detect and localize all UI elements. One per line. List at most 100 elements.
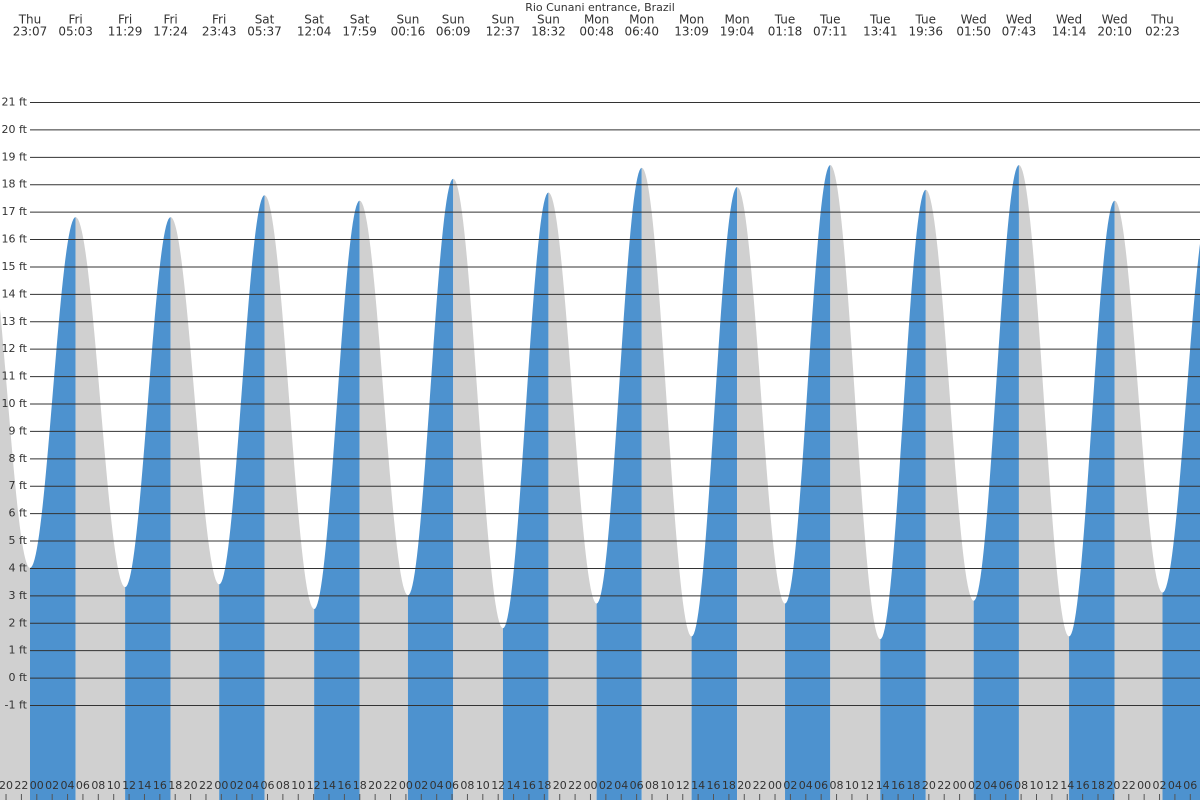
tide-segment (548, 192, 597, 800)
extreme-time: 07:11 (813, 25, 848, 39)
hour-label: 08 (460, 779, 474, 792)
hour-label: 00 (1137, 779, 1151, 792)
hour-label: 06 (445, 779, 459, 792)
hour-label: 00 (30, 779, 44, 792)
hour-label: 04 (61, 779, 75, 792)
hour-label: 04 (799, 779, 813, 792)
hour-label: 22 (14, 779, 28, 792)
extreme-day: Sat (255, 13, 275, 27)
hour-label: 14 (1060, 779, 1074, 792)
hour-label: 22 (199, 779, 213, 792)
hour-label: 00 (583, 779, 597, 792)
hour-label: 08 (1014, 779, 1028, 792)
y-tick-label: 18 ft (2, 178, 28, 191)
y-tick-label: 0 ft (9, 671, 28, 684)
tide-segment (737, 186, 786, 800)
tide-segment (1069, 200, 1115, 800)
hour-label: 02 (414, 779, 428, 792)
hour-label: 14 (507, 779, 521, 792)
hour-label: 16 (891, 779, 905, 792)
extreme-time: 05:37 (247, 25, 282, 39)
hour-label: 06 (1183, 779, 1197, 792)
hour-label: 02 (599, 779, 613, 792)
extreme-day: Sat (350, 13, 370, 27)
curve-edge (1162, 243, 1200, 800)
extreme-day: Tue (869, 13, 891, 27)
hour-label: 14 (691, 779, 705, 792)
hour-label: 16 (337, 779, 351, 792)
extreme-day: Wed (1006, 13, 1032, 27)
tide-segment (880, 189, 926, 800)
hour-label: 06 (814, 779, 828, 792)
extreme-day: Wed (961, 13, 987, 27)
hour-label: 20 (1106, 779, 1120, 792)
extreme-time: 14:14 (1052, 25, 1087, 39)
y-tick-label: 1 ft (9, 644, 28, 657)
y-tick-label: 14 ft (2, 287, 28, 300)
extreme-time: 12:37 (486, 25, 521, 39)
tide-segment (359, 200, 408, 800)
tide-segment (170, 217, 220, 800)
hour-label: 02 (1153, 779, 1167, 792)
tide-segment (453, 178, 503, 800)
tide-segment (125, 217, 171, 800)
extreme-time: 13:41 (863, 25, 898, 39)
y-tick-label: 4 ft (9, 561, 28, 574)
extreme-day: Sun (397, 13, 420, 27)
hour-label: 16 (1076, 779, 1090, 792)
tide-segment (925, 189, 974, 800)
tide-segment (691, 186, 738, 800)
hour-label: 10 (107, 779, 121, 792)
hour-label: 20 (368, 779, 382, 792)
hour-label: 06 (630, 779, 644, 792)
extreme-time: 01:18 (768, 25, 803, 39)
hour-label: 22 (568, 779, 582, 792)
y-tick-label: 11 ft (2, 370, 28, 383)
tide-segment (596, 167, 642, 800)
hour-label: 10 (845, 779, 859, 792)
tide-segment (502, 192, 549, 800)
hour-label: 00 (768, 779, 782, 792)
extreme-time: 17:24 (153, 25, 188, 39)
hour-label: 16 (522, 779, 536, 792)
hour-label: 20 (0, 779, 13, 792)
hour-label: 22 (1122, 779, 1136, 792)
chart-title: Rio Cunani entrance, Brazil (525, 1, 675, 14)
hour-label: 02 (783, 779, 797, 792)
hour-label: 14 (322, 779, 336, 792)
extreme-day: Wed (1056, 13, 1082, 27)
hour-label: 12 (860, 779, 874, 792)
hour-label: 18 (1091, 779, 1105, 792)
hour-label: 12 (491, 779, 505, 792)
extreme-time: 06:09 (436, 25, 471, 39)
tide-segment (641, 167, 692, 800)
hour-label: 18 (353, 779, 367, 792)
hour-label: 12 (307, 779, 321, 792)
y-tick-label: 3 ft (9, 589, 28, 602)
tide-segment (830, 165, 881, 800)
hour-label: 10 (1029, 779, 1043, 792)
hour-label: 02 (968, 779, 982, 792)
hour-label: 08 (645, 779, 659, 792)
extreme-time: 20:10 (1097, 25, 1132, 39)
extreme-time: 19:04 (720, 25, 755, 39)
y-tick-label: 2 ft (9, 616, 28, 629)
tide-segment (219, 195, 265, 800)
y-tick-label: 20 ft (2, 123, 28, 136)
hour-label: 12 (1045, 779, 1059, 792)
extreme-time: 19:36 (908, 25, 943, 39)
extreme-time: 01:50 (956, 25, 991, 39)
hour-label: 04 (1168, 779, 1182, 792)
hour-label: 02 (45, 779, 59, 792)
hour-label: 06 (76, 779, 90, 792)
hour-label: 18 (168, 779, 182, 792)
extreme-day: Tue (774, 13, 796, 27)
y-tick-label: 8 ft (9, 452, 28, 465)
hour-label: 06 (999, 779, 1013, 792)
y-tick-label: 13 ft (2, 315, 28, 328)
tide-segment (1018, 165, 1070, 800)
extreme-time: 00:16 (391, 25, 426, 39)
extreme-time: 00:48 (579, 25, 614, 39)
extreme-time: 06:40 (624, 25, 659, 39)
